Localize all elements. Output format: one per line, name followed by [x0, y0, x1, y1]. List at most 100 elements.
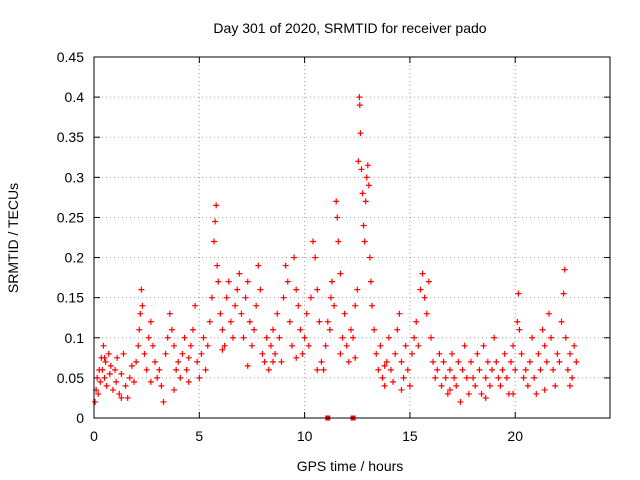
data-point	[259, 350, 266, 357]
data-point	[213, 202, 220, 209]
data-point	[514, 318, 521, 325]
data-point	[179, 350, 186, 357]
data-point	[299, 350, 306, 357]
data-point	[461, 342, 468, 349]
data-point	[293, 354, 300, 361]
data-point	[396, 310, 403, 317]
data-point	[566, 382, 573, 389]
data-point	[133, 358, 140, 365]
data-point	[377, 342, 384, 349]
data-point	[307, 294, 314, 301]
data-point	[419, 270, 426, 277]
data-point	[411, 334, 418, 341]
data-point	[541, 342, 548, 349]
data-point	[92, 398, 99, 405]
data-point	[206, 318, 213, 325]
y-tick-label: 0.3	[65, 169, 85, 185]
data-point	[573, 358, 580, 365]
data-point	[413, 318, 420, 325]
data-point	[162, 350, 169, 357]
data-point	[192, 302, 199, 309]
data-point	[177, 374, 184, 381]
data-point	[244, 278, 251, 285]
data-point	[455, 358, 462, 365]
y-axis-label: SRMTID / TECUs	[5, 183, 21, 293]
data-point	[493, 358, 500, 365]
data-point	[545, 310, 552, 317]
data-point	[552, 382, 559, 389]
data-point	[548, 334, 555, 341]
data-point	[109, 386, 116, 393]
data-point	[214, 262, 221, 269]
data-point	[272, 350, 279, 357]
data-point	[122, 382, 129, 389]
data-point	[196, 374, 203, 381]
data-point	[440, 358, 447, 365]
data-point	[390, 378, 397, 385]
data-point	[171, 386, 178, 393]
data-point	[234, 286, 241, 293]
data-point	[365, 182, 372, 189]
data-point	[135, 342, 142, 349]
data-point	[417, 286, 424, 293]
data-point	[446, 386, 453, 393]
data-point	[356, 102, 363, 109]
data-point	[248, 342, 255, 349]
data-point	[238, 310, 245, 317]
data-point	[427, 334, 434, 341]
data-point	[310, 238, 317, 245]
data-point	[95, 390, 102, 397]
data-point	[326, 326, 333, 333]
data-point	[531, 374, 538, 381]
data-point	[152, 358, 159, 365]
data-point	[539, 326, 546, 333]
data-point	[518, 350, 525, 357]
data-point	[425, 278, 432, 285]
data-point	[211, 238, 218, 245]
data-point	[463, 374, 470, 381]
data-point	[444, 390, 451, 397]
data-point	[215, 278, 222, 285]
data-point	[223, 294, 230, 301]
data-point	[316, 318, 323, 325]
data-point	[392, 350, 399, 357]
data-point	[305, 342, 312, 349]
data-point	[227, 318, 234, 325]
data-point	[303, 310, 310, 317]
data-point	[398, 358, 405, 365]
data-point	[436, 350, 443, 357]
data-point	[362, 198, 369, 205]
data-point	[149, 342, 156, 349]
data-point	[554, 350, 561, 357]
data-point	[147, 378, 154, 385]
data-point	[126, 374, 133, 381]
data-point	[158, 382, 165, 389]
data-point	[286, 318, 293, 325]
data-point	[357, 130, 364, 137]
data-point	[352, 354, 359, 361]
y-tick-label: 0.15	[57, 290, 84, 306]
data-point	[421, 294, 428, 301]
data-point	[524, 382, 531, 389]
data-point	[499, 366, 506, 373]
data-point	[470, 374, 477, 381]
data-point	[136, 326, 143, 333]
data-point	[423, 310, 430, 317]
y-tick-label: 0.25	[57, 209, 84, 225]
data-point	[404, 366, 411, 373]
data-point	[367, 278, 374, 285]
data-point	[173, 366, 180, 373]
data-point	[363, 174, 370, 181]
data-point	[240, 334, 247, 341]
y-tick-label: 0.35	[57, 129, 84, 145]
data-point	[341, 310, 348, 317]
data-point	[510, 390, 517, 397]
data-point	[529, 334, 536, 341]
data-point	[484, 358, 491, 365]
y-tick-label: 0.05	[57, 370, 84, 386]
data-point	[112, 366, 119, 373]
data-point	[244, 362, 251, 369]
data-point	[318, 358, 325, 365]
data-point	[383, 358, 390, 365]
data-point	[533, 390, 540, 397]
